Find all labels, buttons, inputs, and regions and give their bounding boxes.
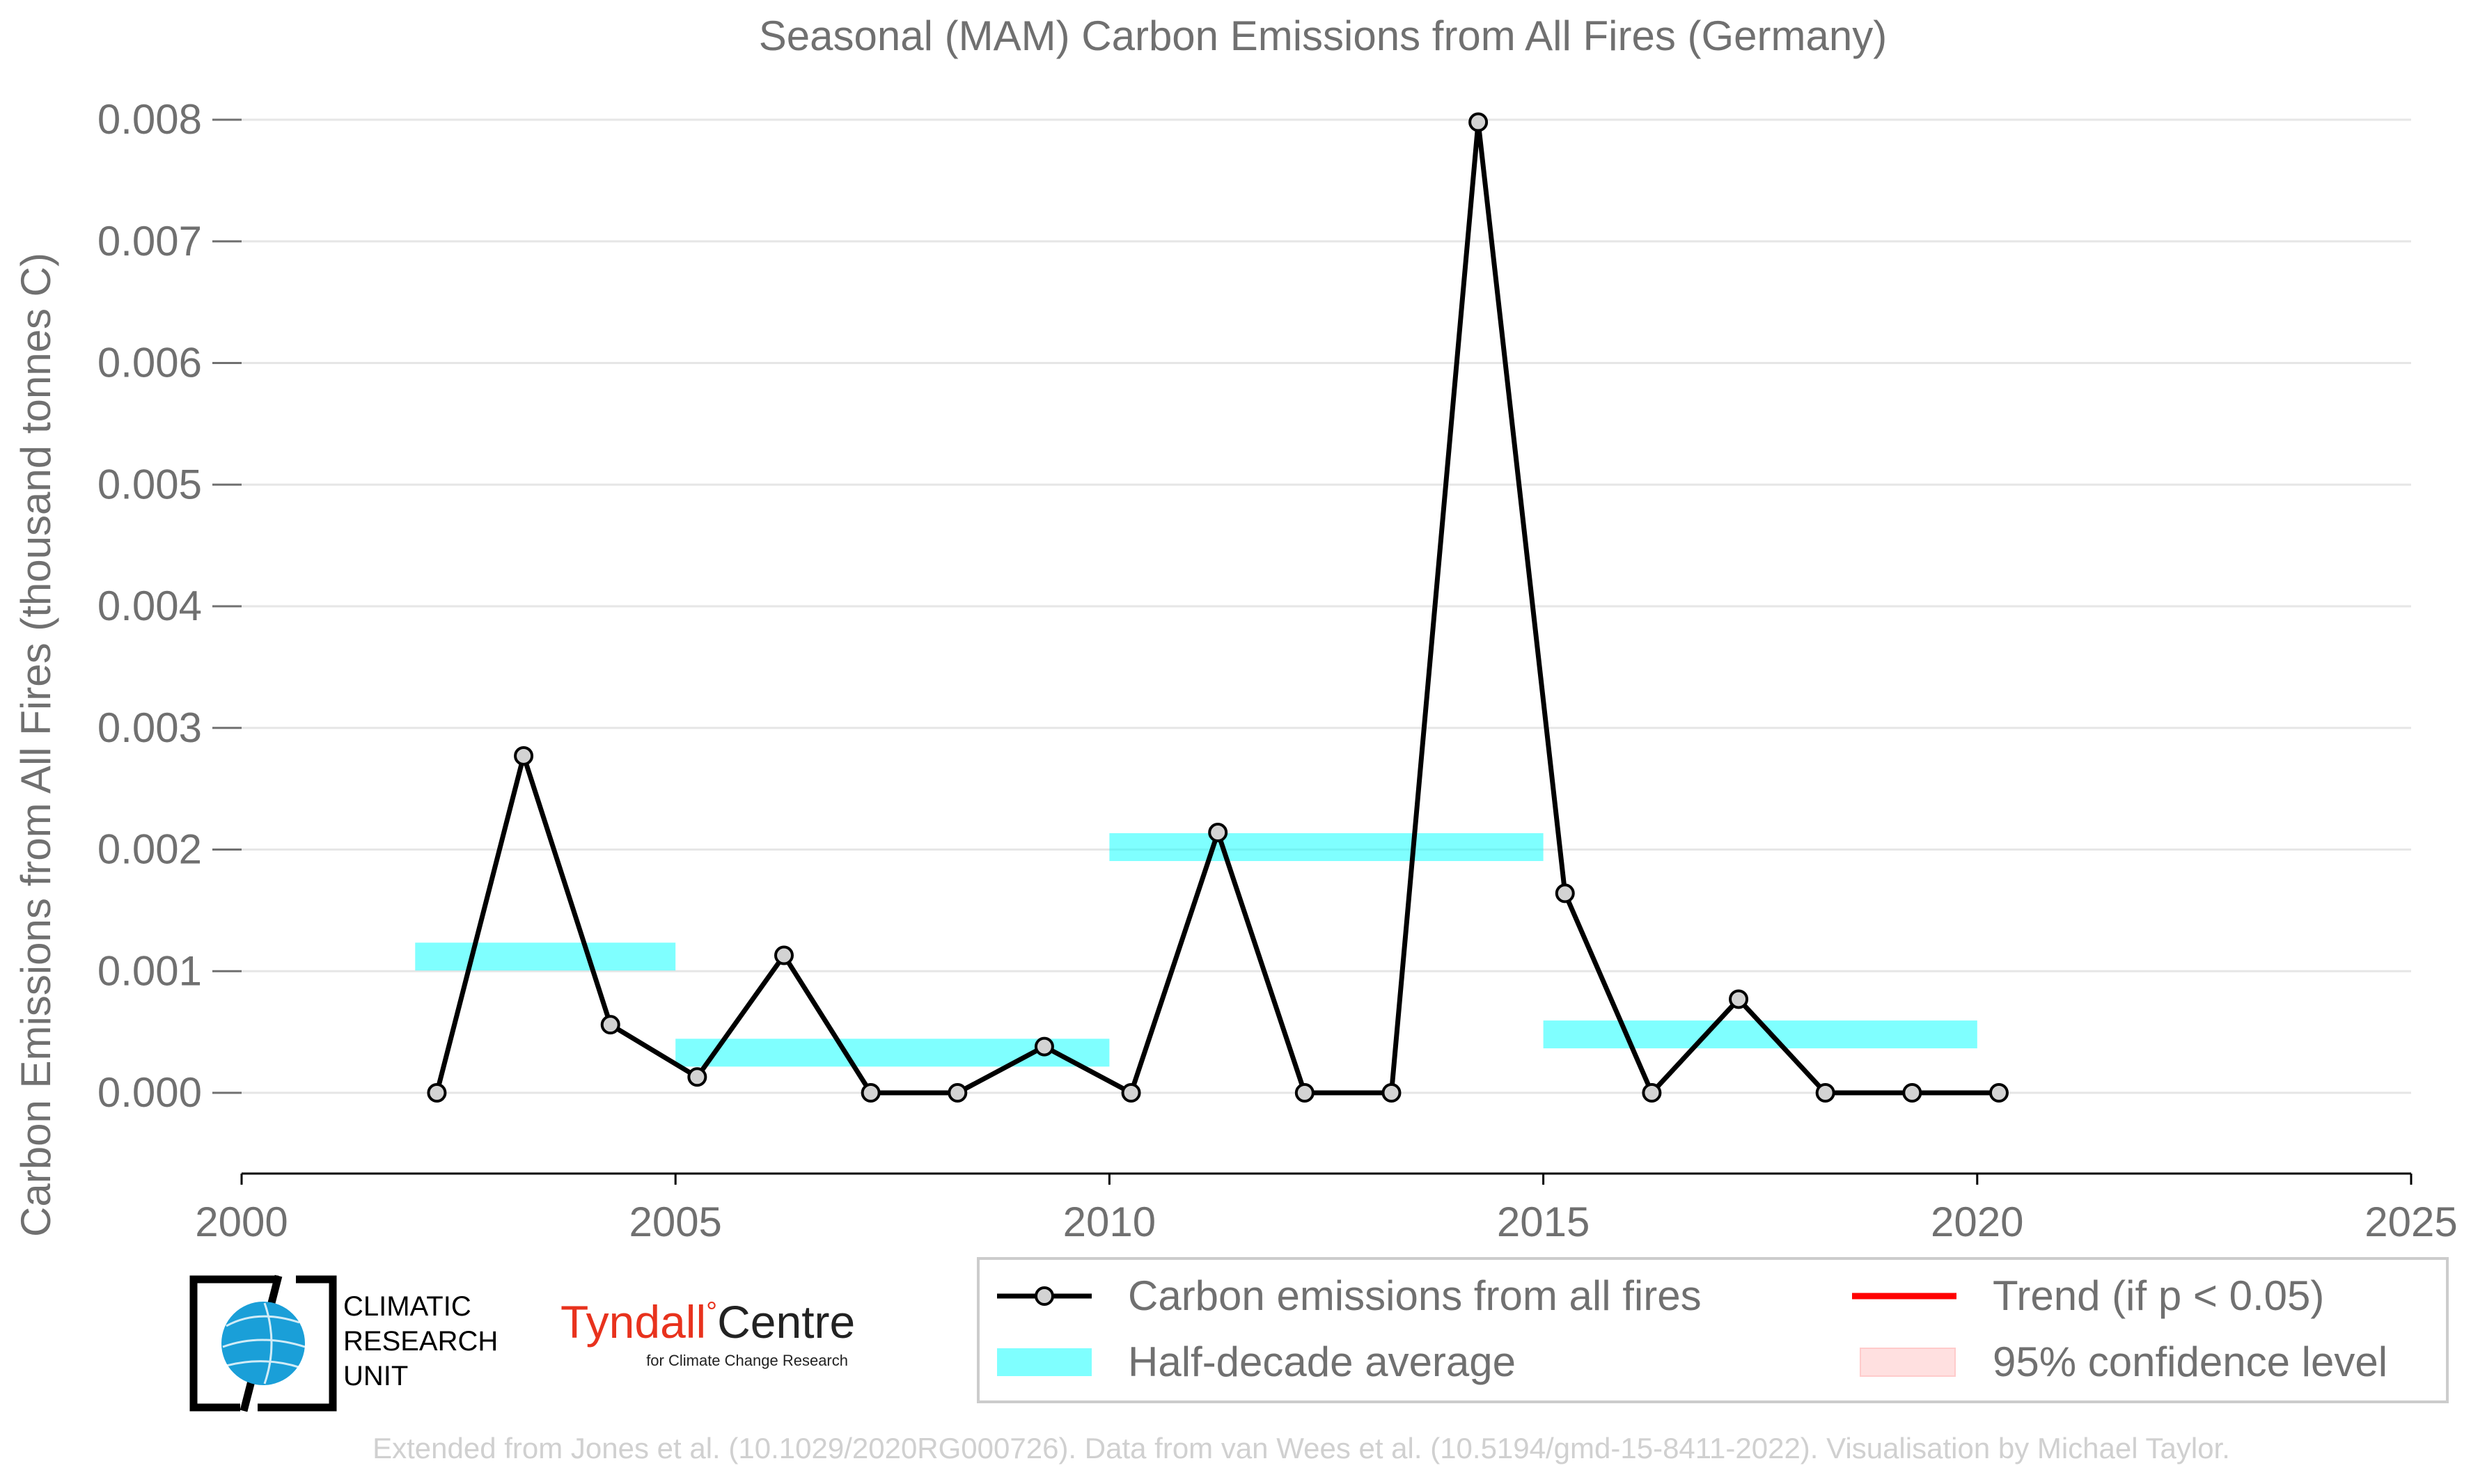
emissions-point xyxy=(774,945,794,965)
series-layer xyxy=(427,112,2009,1103)
cru-line-1: CLIMATIC xyxy=(343,1291,471,1322)
y-tick-label: 0.005 xyxy=(97,461,202,507)
emissions-point xyxy=(1121,1083,1141,1103)
cru-frame-icon xyxy=(189,1275,337,1412)
grid xyxy=(242,118,2411,1094)
half-decade-average-bars xyxy=(415,833,1977,1067)
cru-line-2: RESEARCH xyxy=(343,1326,498,1357)
y-tick-label: 0.006 xyxy=(97,340,202,386)
legend-average-swatch xyxy=(997,1348,1092,1376)
emissions-point xyxy=(514,745,534,766)
legend-label-emissions: Carbon emissions from all fires xyxy=(1128,1272,1702,1319)
legend-label-confidence: 95% confidence level xyxy=(1993,1339,2387,1385)
tyndall-centre: Centre xyxy=(717,1296,855,1348)
emissions-point xyxy=(948,1083,968,1103)
legend-marker-swatch xyxy=(1035,1286,1054,1306)
tyndall-logo: Tyndall°Centre for Climate Change Resear… xyxy=(560,1296,855,1369)
emissions-point xyxy=(1208,823,1228,843)
legend-frame xyxy=(977,1257,2449,1403)
axes: 0.000 0.001 0.002 0.003 0.004 0.005 0.006 0.007… xyxy=(97,96,2458,1245)
x-tick-label: 2000 xyxy=(195,1199,288,1245)
cru-line-3: UNIT xyxy=(343,1361,408,1391)
legend: Carbon emissions from all fires Trend (i… xyxy=(977,1257,2449,1403)
tyndall-degree: ° xyxy=(706,1297,717,1327)
y-tick-label: 0.002 xyxy=(97,826,202,873)
emissions-point xyxy=(1642,1083,1662,1103)
tyndall-subtitle: for Climate Change Research xyxy=(646,1352,848,1369)
emissions-point xyxy=(687,1067,707,1087)
credit-text: Extended from Jones et al. (10.1029/2020… xyxy=(372,1432,2230,1465)
legend-label-trend: Trend (if p < 0.05) xyxy=(1993,1272,2324,1319)
y-tick-label: 0.007 xyxy=(97,218,202,265)
x-tick-label: 2025 xyxy=(2364,1199,2457,1245)
emissions-point xyxy=(1729,989,1749,1009)
x-tick-label: 2010 xyxy=(1063,1199,1156,1245)
emissions-point xyxy=(1902,1083,1922,1103)
emissions-point xyxy=(1034,1036,1054,1057)
tyndall-name: Tyndall xyxy=(560,1296,706,1348)
emissions-point xyxy=(1381,1083,1402,1103)
y-axis-label: Carbon Emissions from All Fires (thousan… xyxy=(13,253,59,1237)
emissions-point xyxy=(1294,1083,1315,1103)
emissions-point xyxy=(1815,1083,1835,1103)
y-tick-label: 0.000 xyxy=(97,1069,202,1116)
y-tick-label: 0.003 xyxy=(97,704,202,751)
x-tick-label: 2020 xyxy=(1931,1199,2023,1245)
cru-logo: CLIMATIC RESEARCH UNIT xyxy=(189,1274,498,1412)
half-decade-average-bar xyxy=(415,942,676,971)
y-tick-label: 0.001 xyxy=(97,947,202,994)
x-tick-label: 2005 xyxy=(629,1199,721,1245)
emissions-point xyxy=(600,1015,620,1035)
svg-text:Tyndall°Centre: Tyndall°Centre xyxy=(560,1296,855,1348)
y-tick-label: 0.004 xyxy=(97,583,202,629)
y-tick-label: 0.008 xyxy=(97,96,202,143)
emissions-point xyxy=(1555,883,1575,903)
emissions-point xyxy=(1988,1083,2009,1103)
emissions-point xyxy=(1468,112,1489,132)
emissions-point xyxy=(427,1083,447,1103)
globe-lines-icon xyxy=(222,1302,306,1384)
legend-confidence-swatch xyxy=(1860,1348,1956,1377)
emissions-point xyxy=(861,1083,881,1103)
x-tick-label: 2015 xyxy=(1497,1199,1590,1245)
chart-title: Seasonal (MAM) Carbon Emissions from All… xyxy=(759,13,1887,59)
legend-label-average: Half-decade average xyxy=(1128,1339,1516,1385)
half-decade-average-bar xyxy=(1109,833,1544,862)
